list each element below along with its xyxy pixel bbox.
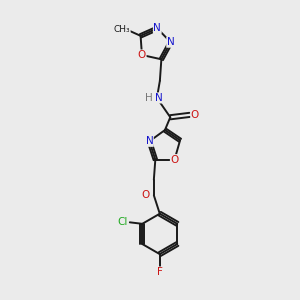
Text: O: O [191,110,199,120]
Text: F: F [157,267,163,277]
Text: O: O [138,50,146,60]
Text: H: H [145,93,152,103]
Text: O: O [170,154,179,165]
Text: O: O [141,190,150,200]
Text: CH₃: CH₃ [114,26,130,34]
Text: N: N [167,37,175,47]
Text: N: N [146,136,153,146]
Text: N: N [153,23,161,33]
Text: N: N [154,93,162,103]
Text: Cl: Cl [118,217,128,227]
